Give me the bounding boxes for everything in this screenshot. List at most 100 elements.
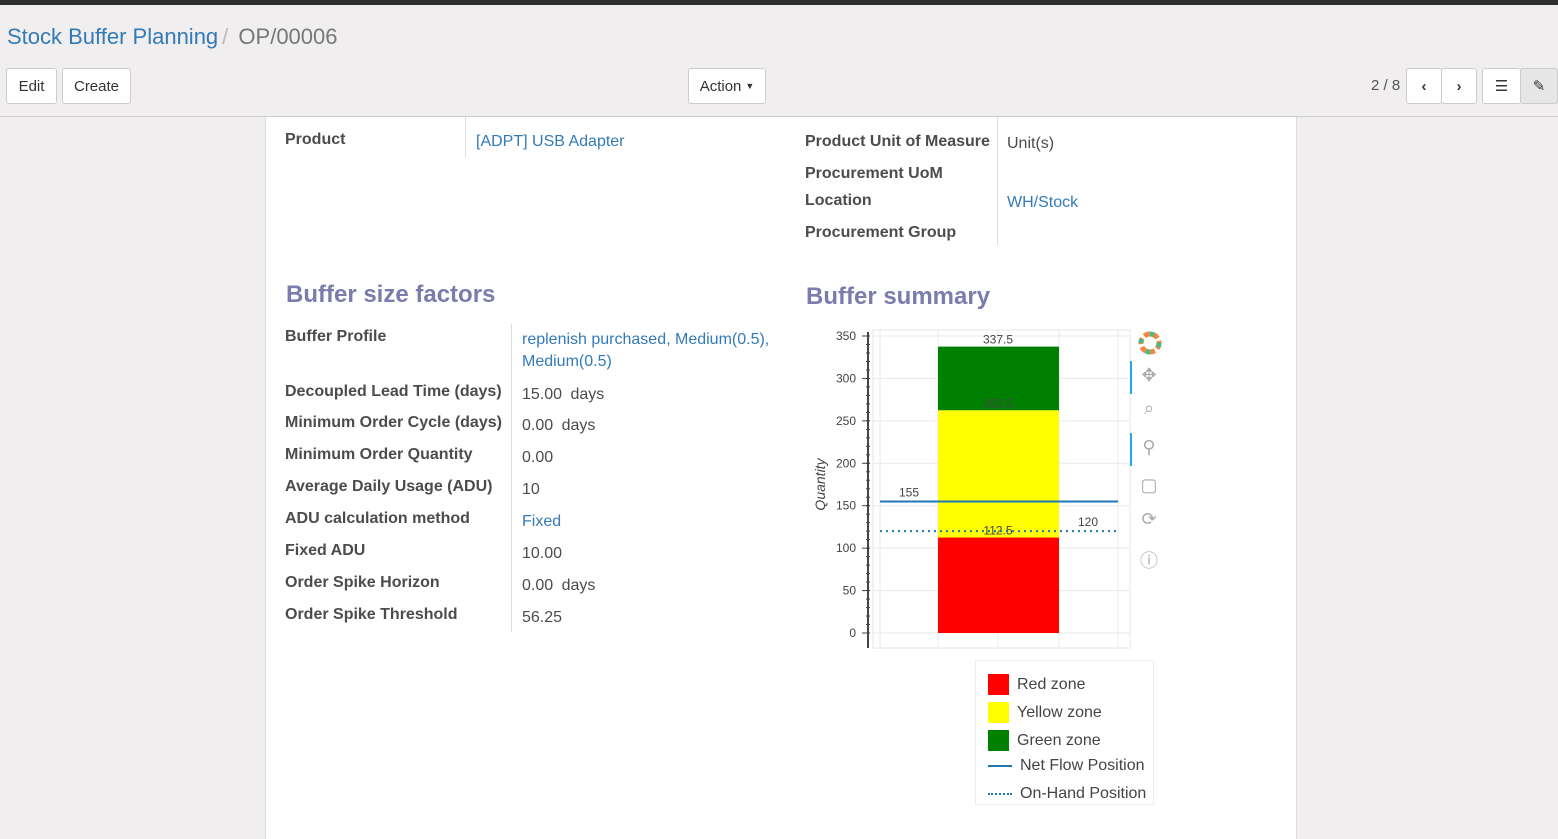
- factor-value-text: Fixed: [522, 513, 562, 530]
- next-button[interactable]: ›: [1441, 68, 1477, 104]
- yellow-swatch: [988, 702, 1009, 723]
- form-view-button[interactable]: ✎: [1520, 68, 1558, 104]
- factor-value-text: 0.00: [522, 449, 554, 466]
- procurement-uom-label: Procurement UoM: [805, 165, 943, 182]
- breadcrumb: Stock Buffer Planning / OP/00006: [7, 24, 338, 50]
- list-icon: ☰: [1494, 78, 1509, 95]
- factor-value-text: 10: [522, 481, 540, 498]
- y-tick-label: 100: [836, 541, 856, 555]
- factor-value[interactable]: 15.00 days: [522, 386, 604, 404]
- factor-value[interactable]: 56.25: [522, 609, 562, 627]
- bar-label: 337.5: [983, 333, 1013, 347]
- caret-down-icon: ▼: [745, 81, 755, 91]
- legend-net-flow: Net Flow Position: [988, 757, 1145, 775]
- legend-label: On-Hand Position: [1020, 785, 1147, 802]
- factor-value-text: replenish purchased, Medium(0.5),: [522, 331, 770, 348]
- edit-button[interactable]: Edit: [6, 68, 57, 104]
- factor-label: Buffer Profile: [285, 328, 387, 345]
- factor-value[interactable]: Fixed: [522, 513, 561, 531]
- legend-label: Red zone: [1017, 675, 1086, 693]
- factor-value-text: 56.25: [522, 609, 563, 626]
- factor-label: Average Daily Usage (ADU): [285, 478, 493, 495]
- line-label: 155: [899, 485, 919, 499]
- factor-value-text: Medium(0.5): [522, 353, 612, 370]
- location-field[interactable]: WH/Stock: [1007, 194, 1079, 211]
- previous-button[interactable]: ‹: [1406, 68, 1442, 104]
- factor-value[interactable]: replenish purchased, Medium(0.5), Medium(…: [522, 331, 769, 375]
- factor-label: Order Spike Threshold: [285, 606, 458, 623]
- red-swatch: [988, 674, 1009, 695]
- legend-green-zone: Green zone: [988, 730, 1101, 751]
- factor-label: Order Spike Horizon: [285, 574, 440, 591]
- factor-value[interactable]: 0.00 days: [522, 577, 595, 595]
- chart-legend: Red zone Yellow zone Green zone Net Flow…: [975, 660, 1154, 805]
- list-view-button[interactable]: ☰: [1482, 68, 1521, 104]
- product-label: Product: [285, 131, 346, 148]
- y-tick-label: 50: [843, 584, 857, 598]
- legend-on-hand: On-Hand Position: [988, 785, 1146, 803]
- control-panel: Stock Buffer Planning / OP/00006 Edit Cre…: [0, 5, 1558, 117]
- factor-label: Minimum Order Quantity: [285, 446, 473, 463]
- action-button[interactable]: Action ▼: [688, 68, 766, 104]
- line-label: 120: [1078, 515, 1098, 529]
- edit-form-icon: ✎: [1532, 78, 1546, 95]
- factor-label: Minimum Order Cycle (days): [285, 414, 502, 431]
- save-icon[interactable]: ▢: [1140, 475, 1158, 495]
- factor-label: ADU calculation method: [285, 510, 470, 527]
- factor-value[interactable]: 0.00 days: [522, 417, 595, 435]
- legend-red-zone: Red zone: [988, 674, 1086, 695]
- factor-value-text: 10.00: [522, 545, 563, 562]
- y-tick-label: 0: [849, 626, 856, 640]
- legend-label: Green zone: [1017, 731, 1101, 749]
- factor-unit: days: [561, 577, 596, 594]
- y-tick-label: 150: [836, 499, 856, 513]
- procurement-group-label: Procurement Group: [805, 224, 957, 241]
- breadcrumb-parent[interactable]: Stock Buffer Planning: [7, 24, 219, 49]
- bar-yellow-zone: [938, 410, 1059, 538]
- factor-value-text: 15.00: [522, 386, 563, 403]
- breadcrumb-current: OP/00006: [238, 24, 338, 49]
- factor-value[interactable]: 0.00: [522, 449, 553, 467]
- buffer-size-factors-title: Buffer size factors: [286, 281, 496, 308]
- chevron-right-icon: ›: [1456, 77, 1462, 95]
- solid-line-swatch: [988, 765, 1012, 767]
- bar-green-zone: [938, 346, 1059, 411]
- legend-yellow-zone: Yellow zone: [988, 702, 1102, 723]
- bar-label: 112.5: [983, 524, 1012, 538]
- bar-label: 262.5: [983, 396, 1013, 410]
- box-zoom-icon[interactable]: ⌕: [1143, 398, 1155, 418]
- y-tick-label: 350: [836, 329, 856, 343]
- wheel-zoom-icon[interactable]: ⚲: [1142, 437, 1156, 457]
- factor-unit: days: [561, 417, 596, 434]
- reset-icon[interactable]: ⟳: [1141, 509, 1157, 529]
- buffer-summary-title: Buffer summary: [806, 283, 991, 310]
- pager-value[interactable]: 2 / 8: [1371, 77, 1401, 94]
- factor-value[interactable]: 10: [522, 481, 540, 499]
- bokeh-logo-icon[interactable]: [1138, 331, 1162, 355]
- factor-label: Decoupled Lead Time (days): [285, 383, 502, 400]
- uom-label: Product Unit of Measure: [805, 133, 990, 150]
- buffer-chart: 0 50 100 150 200 250 300 350 Quantity 112.5 262.5 3…: [812, 329, 1131, 649]
- y-tick-label: 200: [836, 456, 856, 470]
- y-tick-label: 300: [836, 371, 856, 385]
- pan-tool-icon[interactable]: ✥: [1141, 365, 1157, 385]
- location-label: Location: [805, 192, 872, 209]
- help-icon[interactable]: ⓘ: [1140, 551, 1158, 571]
- breadcrumb-separator: /: [222, 24, 229, 49]
- product-field[interactable]: [ADPT] USB Adapter: [476, 133, 625, 150]
- green-swatch: [988, 730, 1009, 751]
- dotted-line-swatch: [988, 793, 1012, 795]
- create-button[interactable]: Create: [62, 68, 131, 104]
- uom-field[interactable]: Unit(s): [1007, 135, 1055, 152]
- top-bar: [0, 0, 1558, 5]
- factor-value-text: 0.00: [522, 577, 554, 594]
- factor-unit: days: [570, 386, 605, 403]
- y-axis-label: Quantity: [812, 457, 828, 510]
- legend-label: Yellow zone: [1017, 703, 1102, 721]
- action-label: Action: [699, 77, 742, 95]
- factor-value-text: 0.00: [522, 417, 554, 434]
- chevron-left-icon: ‹: [1421, 77, 1427, 95]
- factor-label: Fixed ADU: [285, 542, 366, 559]
- bar-red-zone: [938, 537, 1059, 633]
- factor-value[interactable]: 10.00: [522, 545, 562, 563]
